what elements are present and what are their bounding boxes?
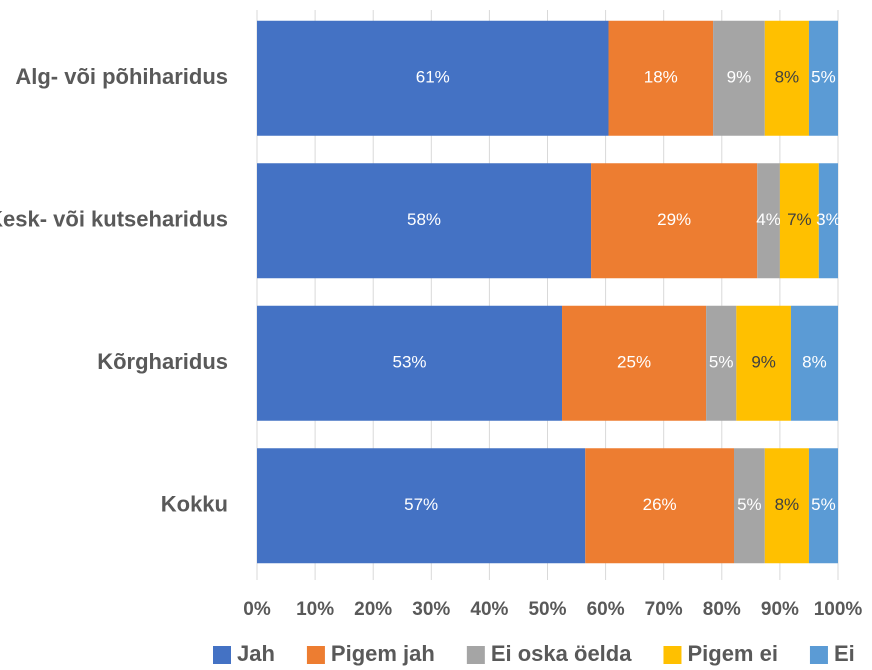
data-label: 9% xyxy=(751,353,776,372)
bar-segment xyxy=(779,163,819,279)
x-tick-label: 80% xyxy=(703,599,741,620)
legend-label: Pigem jah xyxy=(331,641,435,666)
bar-segment xyxy=(713,20,765,136)
data-label: 5% xyxy=(737,495,762,514)
data-label: 5% xyxy=(811,68,836,87)
legend-swatch xyxy=(466,646,485,664)
x-tick-label: 60% xyxy=(587,599,625,620)
x-tick-label: 40% xyxy=(470,599,508,620)
legend-swatch xyxy=(809,646,828,664)
bar-segment xyxy=(736,305,791,421)
x-tick-label: 30% xyxy=(412,599,450,620)
legend-label: Ei xyxy=(834,641,855,666)
data-label: 61% xyxy=(416,68,450,87)
y-tick-label: Kokku xyxy=(161,492,228,517)
y-tick-label: Alg- või põhiharidus xyxy=(15,64,228,89)
data-label: 4% xyxy=(756,210,781,229)
x-tick-label: 50% xyxy=(528,599,566,620)
legend-swatch xyxy=(663,646,682,664)
data-label: 8% xyxy=(775,68,800,87)
x-tick-label: 0% xyxy=(243,599,271,620)
bar-segment xyxy=(257,448,586,564)
data-label: 26% xyxy=(643,495,677,514)
data-label: 58% xyxy=(407,210,441,229)
bar-segment xyxy=(608,20,714,136)
legend-label: Ei oska öelda xyxy=(491,641,632,666)
legend-swatch xyxy=(213,646,231,664)
y-tick-label: Kesk- või kutseharidus xyxy=(0,207,228,232)
data-label: 5% xyxy=(709,353,734,372)
bar-segment xyxy=(706,305,737,421)
x-tick-label: 100% xyxy=(814,599,863,620)
bar-segment xyxy=(757,163,780,279)
x-tick-label: 10% xyxy=(296,599,334,620)
data-label: 8% xyxy=(802,353,827,372)
data-label: 25% xyxy=(617,353,651,372)
bar-segment xyxy=(790,305,838,421)
bar-segment xyxy=(591,163,758,279)
legend-label: Pigem ei xyxy=(687,641,777,666)
bar-segment xyxy=(764,20,809,136)
data-label: 57% xyxy=(404,495,438,514)
bar-segment xyxy=(257,20,609,136)
bar-segment xyxy=(764,448,809,564)
y-tick-label: Kõrgharidus xyxy=(97,349,228,374)
data-label: 9% xyxy=(727,68,752,87)
bar-segment xyxy=(562,305,707,421)
x-tick-label: 90% xyxy=(761,599,799,620)
bar-segment xyxy=(818,163,838,279)
bar-segment xyxy=(808,20,838,136)
x-tick-label: 20% xyxy=(354,599,392,620)
bar-segment xyxy=(585,448,735,564)
x-tick-label: 70% xyxy=(645,599,683,620)
bar-segment xyxy=(808,448,838,564)
data-label: 8% xyxy=(775,495,800,514)
bar-segment xyxy=(257,163,592,279)
bar-segment xyxy=(257,305,563,421)
data-label: 5% xyxy=(811,495,836,514)
data-label: 3% xyxy=(816,210,841,229)
data-label: 29% xyxy=(657,210,691,229)
legend-swatch xyxy=(306,646,325,664)
bar-segment xyxy=(734,448,765,564)
legend-label: Jah xyxy=(237,641,275,666)
data-label: 18% xyxy=(644,68,678,87)
data-label: 53% xyxy=(392,353,426,372)
data-label: 7% xyxy=(787,210,812,229)
